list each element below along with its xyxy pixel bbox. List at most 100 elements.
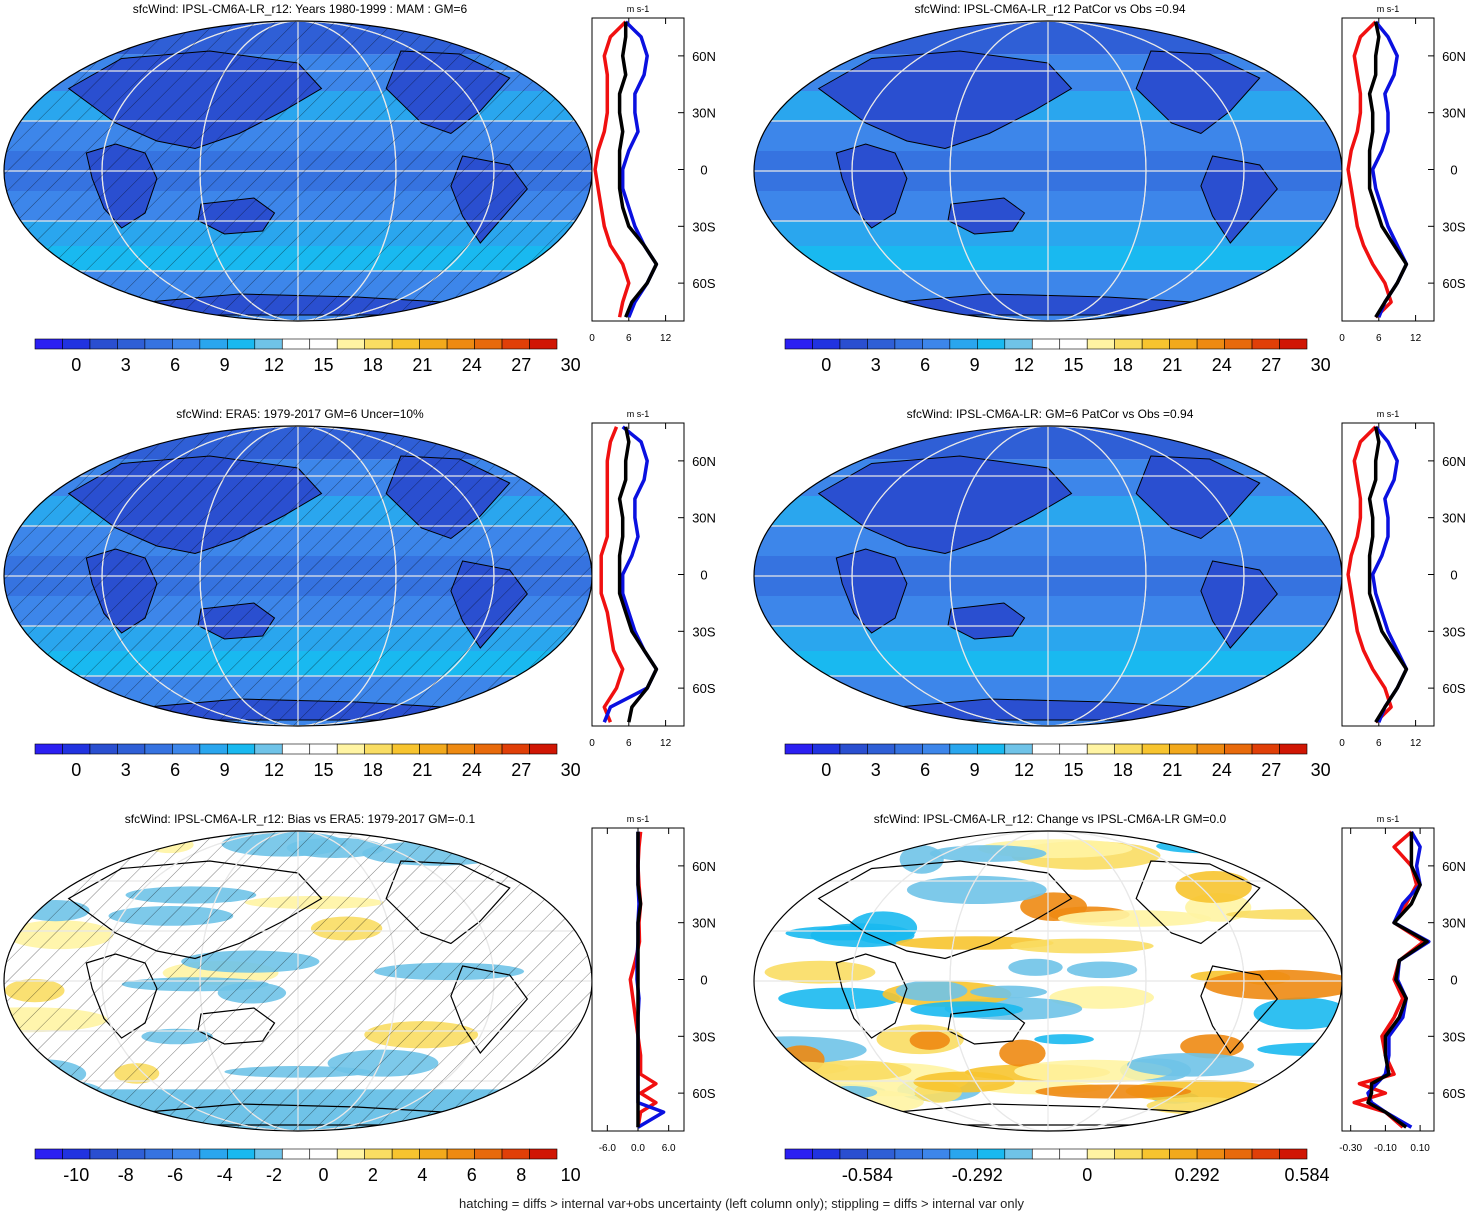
lat-tick-label: 30N [1442,916,1466,931]
colorbar-swatch [1086,1148,1115,1160]
colorbar-swatch [89,1148,118,1160]
lat-tick-label: 0 [1450,163,1457,178]
colorbar-tick-label: 24 [1212,355,1232,375]
zonal-profile: m s-1 60N 30N 0 30S 60S -6.0 0.0 6.0 [591,814,716,1154]
colorbar-swatch [894,1148,923,1160]
colorbar-tick-label: 9 [970,355,980,375]
colorbar-tick-label: 27 [511,355,531,375]
colorbar-tick-label: 3 [871,355,881,375]
panel-figure: 0 3 6 9 12 15 18 21 24 27 30 m s-1 60N 30N 0 30S 60S 0 6 12 [753,4,1466,375]
colorbar-swatch [474,743,503,755]
colorbar-swatch [309,338,338,350]
lat-tick-label: 30N [692,916,716,931]
colorbar-swatch [419,1148,448,1160]
colorbar-tick-label: 24 [462,355,482,375]
colorbar-tick-label: 12 [264,355,284,375]
colorbar-swatch [446,743,475,755]
colorbar-swatch [839,1148,868,1160]
hatching-overlay [4,21,592,321]
colorbar-swatch [117,743,146,755]
colorbar-swatch [784,1148,813,1160]
lat-tick-label: 30N [1442,106,1466,121]
map-field [754,831,1342,1131]
colorbar-tick-label: 9 [220,355,230,375]
colorbar-swatch [1196,338,1225,350]
colorbar-tick-label: 21 [412,355,432,375]
colorbar-swatch [89,743,118,755]
colorbar-swatch [419,338,448,350]
colorbar-swatch [1196,1148,1225,1160]
lat-tick-label: 0 [700,163,707,178]
colorbar-swatch [254,743,283,755]
colorbar-tick-label: 8 [516,1165,526,1185]
profile-line-black [1366,831,1429,1129]
colorbar-tick-label: 30 [561,760,581,780]
panel-figure: 0 3 6 9 12 15 18 21 24 27 30 m s-1 60N 30N 0 30S 60S 0 6 12 [3,409,716,780]
x-tick-label: -0.30 [1339,1143,1362,1154]
colorbar-swatch [336,1148,365,1160]
panel-5: sfcWind: IPSL-CM6A-LR_r12: Bias vs ERA5:… [0,810,740,1215]
colorbar: -0.584 -0.292 0 0.292 0.584 [784,1148,1330,1185]
colorbar-swatch [474,1148,503,1160]
x-tick-label: 0 [589,333,595,344]
profile-unit-label: m s-1 [627,409,650,419]
profile-frame [1341,827,1435,1132]
x-tick-label: 12 [660,738,672,749]
colorbar-swatch [839,338,868,350]
lat-tick-label: 30S [1442,219,1465,234]
x-tick-label: 0.10 [1410,1143,1430,1154]
colorbar-swatch [922,1148,951,1160]
colorbar-swatch [1004,1148,1033,1160]
colorbar-swatch [1279,743,1308,755]
colorbar-tick-label: 6 [467,1165,477,1185]
colorbar-swatch [1279,1148,1308,1160]
panel-title: sfcWind: IPSL-CM6A-LR: GM=6 PatCor vs Ob… [906,407,1194,421]
profile-line-black [617,21,659,318]
colorbar-swatch [117,1148,146,1160]
panel-title: sfcWind: IPSL-CM6A-LR_r12: Years 1980-19… [132,2,468,16]
lat-tick-label: 0 [1450,568,1457,583]
colorbar-tick-label: 6 [170,355,180,375]
colorbar-tick-label: 15 [313,760,333,780]
colorbar-tick-label: 9 [220,760,230,780]
colorbar-swatch [172,1148,201,1160]
colorbar-swatch [1251,1148,1280,1160]
colorbar-swatch [812,338,841,350]
profile-line-black [636,831,643,1128]
figure-footnote: hatching = diffs > internal var+obs unce… [459,1196,1024,1211]
colorbar-swatch [529,1148,558,1160]
lat-tick-label: 60S [692,1086,715,1101]
profile-line-red [1346,425,1393,724]
colorbar-swatch [364,743,393,755]
colorbar-swatch [501,743,530,755]
colorbar-tick-label: 15 [313,355,333,375]
colorbar-tick-label: 12 [1014,355,1034,375]
lat-tick-label: 60N [1442,454,1466,469]
panel-4: sfcWind: IPSL-CM6A-LR: GM=6 PatCor vs Ob… [750,405,1483,810]
colorbar-tick-label: 2 [368,1165,378,1185]
colorbar-swatch [784,338,813,350]
colorbar-swatch [894,743,923,755]
colorbar-swatch [1059,743,1088,755]
x-tick-label: 12 [660,333,672,344]
colorbar-tick-label: 21 [1162,760,1182,780]
colorbar-swatch [281,1148,311,1160]
colorbar-swatch [1059,338,1088,350]
zonal-profile: m s-1 60N 30N 0 30S 60S 0 6 12 [1339,409,1466,749]
lat-tick-label: 60S [692,276,715,291]
colorbar-tick-label: -10 [63,1165,89,1185]
colorbar-tick-label: 12 [1014,760,1034,780]
colorbar-swatch [922,743,951,755]
x-tick-label: 12 [1410,738,1422,749]
colorbar-swatch [89,338,118,350]
colorbar-swatch [309,743,338,755]
colorbar-swatch [336,338,365,350]
x-tick-label: 0.0 [631,1143,645,1154]
colorbar-swatch [172,743,201,755]
colorbar-swatch [227,743,256,755]
x-tick-label: -0.10 [1374,1143,1397,1154]
colorbar-swatch [227,338,256,350]
colorbar-swatch [199,1148,228,1160]
colorbar-tick-label: 27 [1261,355,1281,375]
colorbar-swatch [977,1148,1006,1160]
